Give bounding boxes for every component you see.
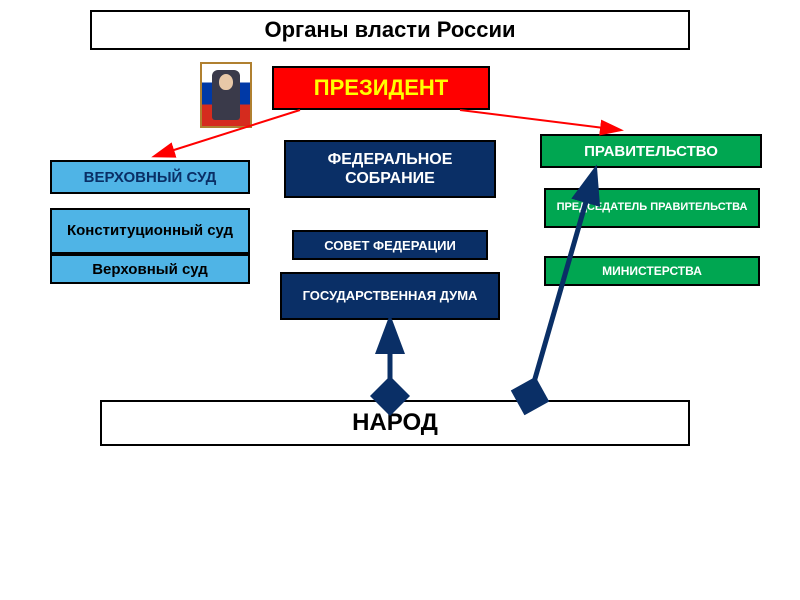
ministries-label: МИНИСТЕРСТВА (602, 264, 702, 278)
portrait-figure (212, 70, 241, 120)
president-label: ПРЕЗИДЕНТ (314, 75, 448, 101)
federation-council-label: СОВЕТ ФЕДЕРАЦИИ (324, 238, 456, 253)
federal-assembly-label: ФЕДЕРАЛЬНОЕ СОБРАНИЕ (286, 150, 494, 188)
chairman-box: ПРЕДСЕДАТЕЛЬ ПРАВИТЕЛЬСТВА (544, 188, 760, 228)
supreme-court-box: ВЕРХОВНЫЙ СУД (50, 160, 250, 194)
supreme-court-2-box: Верховный суд (50, 254, 250, 284)
ministries-box: МИНИСТЕРСТВА (544, 256, 760, 286)
supreme-court-2-label: Верховный суд (92, 261, 208, 278)
federation-council-box: СОВЕТ ФЕДЕРАЦИИ (292, 230, 488, 260)
state-duma-label: ГОСУДАРСТВЕННАЯ ДУМА (303, 288, 478, 304)
constitutional-court-box: Конституционный суд (50, 208, 250, 254)
title-text: Органы власти России (264, 17, 515, 43)
state-duma-box: ГОСУДАРСТВЕННАЯ ДУМА (280, 272, 500, 320)
people-box: НАРОД (100, 400, 690, 446)
government-box: ПРАВИТЕЛЬСТВО (540, 134, 762, 168)
president-portrait (200, 62, 252, 128)
supreme-court-label: ВЕРХОВНЫЙ СУД (84, 169, 217, 186)
constitutional-court-label: Конституционный суд (67, 223, 233, 240)
arrow-president-to-government (460, 110, 620, 130)
title-box: Органы власти России (90, 10, 690, 50)
people-label: НАРОД (352, 409, 438, 437)
chairman-label: ПРЕДСЕДАТЕЛЬ ПРАВИТЕЛЬСТВА (557, 201, 748, 214)
president-box: ПРЕЗИДЕНТ (272, 66, 490, 110)
government-label: ПРАВИТЕЛЬСТВО (584, 143, 718, 160)
federal-assembly-box: ФЕДЕРАЛЬНОЕ СОБРАНИЕ (284, 140, 496, 198)
